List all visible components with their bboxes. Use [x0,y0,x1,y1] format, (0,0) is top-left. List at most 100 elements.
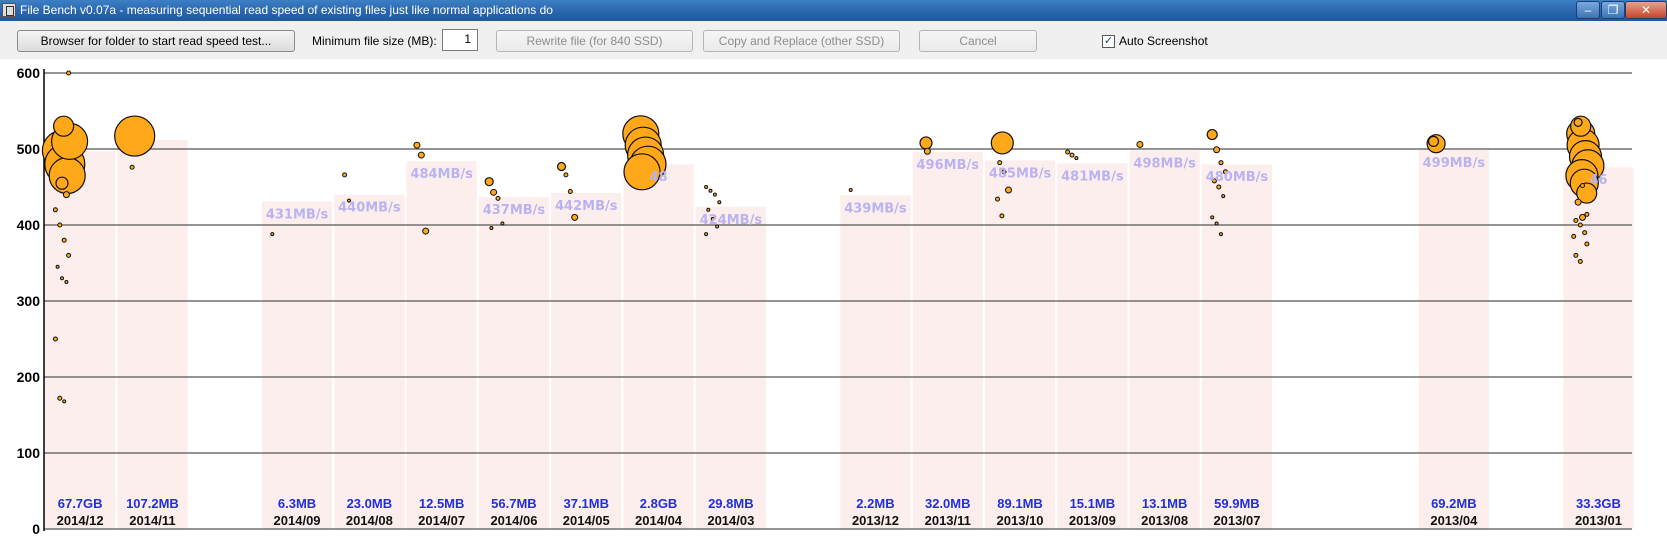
speed-label: 499MB/s [1423,156,1486,171]
file-marker [999,213,1005,219]
file-marker [417,151,425,159]
file-marker [567,189,573,195]
app-icon [2,3,16,17]
file-marker [710,216,715,221]
file-marker [1580,182,1585,188]
size-label: 37.1MB [563,496,609,511]
file-marker [484,177,494,187]
file-marker [1584,241,1590,247]
speed-label: 442MB/s [555,199,618,214]
file-marker [571,213,579,221]
file-marker [342,172,348,178]
file-marker [62,191,70,199]
speed-label: 480MB/s [1206,170,1269,185]
size-label: 67.7GB [58,496,103,511]
file-marker [563,172,569,178]
min-file-size-input[interactable]: 1 [442,29,478,51]
auto-screenshot-label: Auto Screenshot [1119,34,1208,48]
file-marker [1573,252,1579,258]
speed-bar [261,201,333,529]
file-marker [1584,211,1590,217]
y-tick-label: 0 [32,521,40,537]
minimize-button[interactable]: – [1576,1,1600,19]
file-marker [1576,182,1598,204]
file-marker [1573,217,1579,223]
file-marker [1218,160,1224,166]
rewrite-file-button[interactable]: Rewrite file (for 840 SSD) [496,30,693,52]
speed-label: 46 [1589,173,1607,188]
file-marker [712,192,717,197]
file-marker [52,207,58,213]
speed-label: 437MB/s [483,203,546,218]
label-layer: 67.7GB 2014/12 107.2MB 2014/11 431MB/s 6.3MB 2… [17,65,1622,537]
month-label: 2014/12 [57,513,104,528]
file-marker [55,176,69,190]
month-label: 2013/11 [925,513,971,528]
min-file-size-label: Minimum file size (MB): [312,34,437,48]
speed-label: 439MB/s [844,201,907,216]
speed-label: 424MB/s [700,213,763,228]
file-marker [55,264,60,269]
file-marker [1005,186,1012,194]
speed-label: 496MB/s [917,158,980,173]
file-marker [1574,198,1582,206]
file-marker [1211,178,1217,184]
maximize-button[interactable]: ❐ [1601,1,1625,19]
browse-folder-button[interactable]: Browser for folder to start read speed t… [17,30,295,52]
size-label: 12.5MB [419,496,465,511]
speed-bar [551,193,622,529]
file-marker [422,227,430,235]
file-marker [490,188,498,196]
month-label: 2014/05 [563,513,610,528]
size-label: 29.8MB [708,496,754,511]
size-label: 69.2MB [1431,496,1477,511]
month-label: 2013/10 [997,513,1044,528]
speed-bar [984,160,1056,529]
month-label: 2014/03 [707,513,754,528]
month-label: 2014/08 [346,513,393,528]
size-label: 2.8GB [640,496,678,511]
y-tick-label: 600 [17,65,41,81]
size-label: 89.1MB [997,496,1043,511]
speed-bar [912,152,983,529]
month-label: 2013/09 [1069,513,1116,528]
month-label: 2013/08 [1141,513,1188,528]
size-label: 107.2MB [126,496,179,511]
copy-replace-button[interactable]: Copy and Replace (other SSD) [703,30,900,52]
size-label: 56.7MB [491,496,537,511]
size-label: 2.2MB [856,496,894,511]
cancel-button[interactable]: Cancel [919,30,1037,52]
speed-bar [1129,150,1200,529]
file-marker [66,70,72,76]
speed-label: 485MB/s [989,166,1052,181]
file-marker [52,115,75,137]
speed-bar [117,139,188,529]
file-marker [60,276,64,281]
file-marker [66,252,72,258]
y-tick-label: 100 [17,445,41,461]
speed-label: 440MB/s [338,201,401,216]
file-marker [1216,184,1222,190]
size-label: 59.9MB [1214,496,1260,511]
file-marker [704,232,709,237]
file-marker [1001,169,1007,175]
speed-bar [840,195,911,530]
auto-screenshot-checkbox[interactable]: ✓ [1102,35,1115,48]
y-tick-label: 300 [17,293,41,309]
file-marker [52,336,58,342]
size-label: 13.1MB [1142,496,1188,511]
file-marker [1582,230,1588,236]
file-marker [995,196,1000,202]
speed-label: 481MB/s [1061,169,1124,184]
month-label: 2013/12 [852,513,899,528]
speed-bar [334,194,405,529]
file-marker [919,136,933,150]
close-button[interactable]: ✕ [1625,1,1667,19]
file-marker [1221,194,1226,199]
speed-label: 48 [650,170,668,185]
speed-label: 431MB/s [266,207,329,222]
file-marker [623,153,661,191]
file-marker [1069,152,1075,158]
file-marker [715,224,720,229]
file-marker [1219,232,1223,237]
